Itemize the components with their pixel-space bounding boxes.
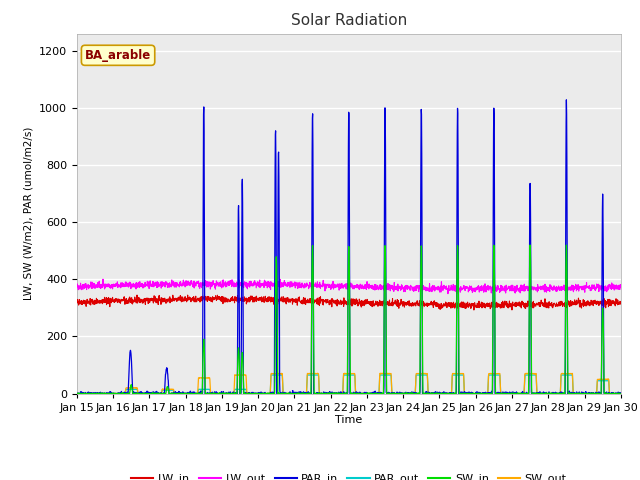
Text: BA_arable: BA_arable: [85, 49, 151, 62]
Y-axis label: LW, SW (W/m2), PAR (umol/m2/s): LW, SW (W/m2), PAR (umol/m2/s): [24, 127, 33, 300]
Legend: LW_in, LW_out, PAR_in, PAR_out, SW_in, SW_out: LW_in, LW_out, PAR_in, PAR_out, SW_in, S…: [127, 469, 571, 480]
Title: Solar Radiation: Solar Radiation: [291, 13, 407, 28]
X-axis label: Time: Time: [335, 415, 362, 425]
